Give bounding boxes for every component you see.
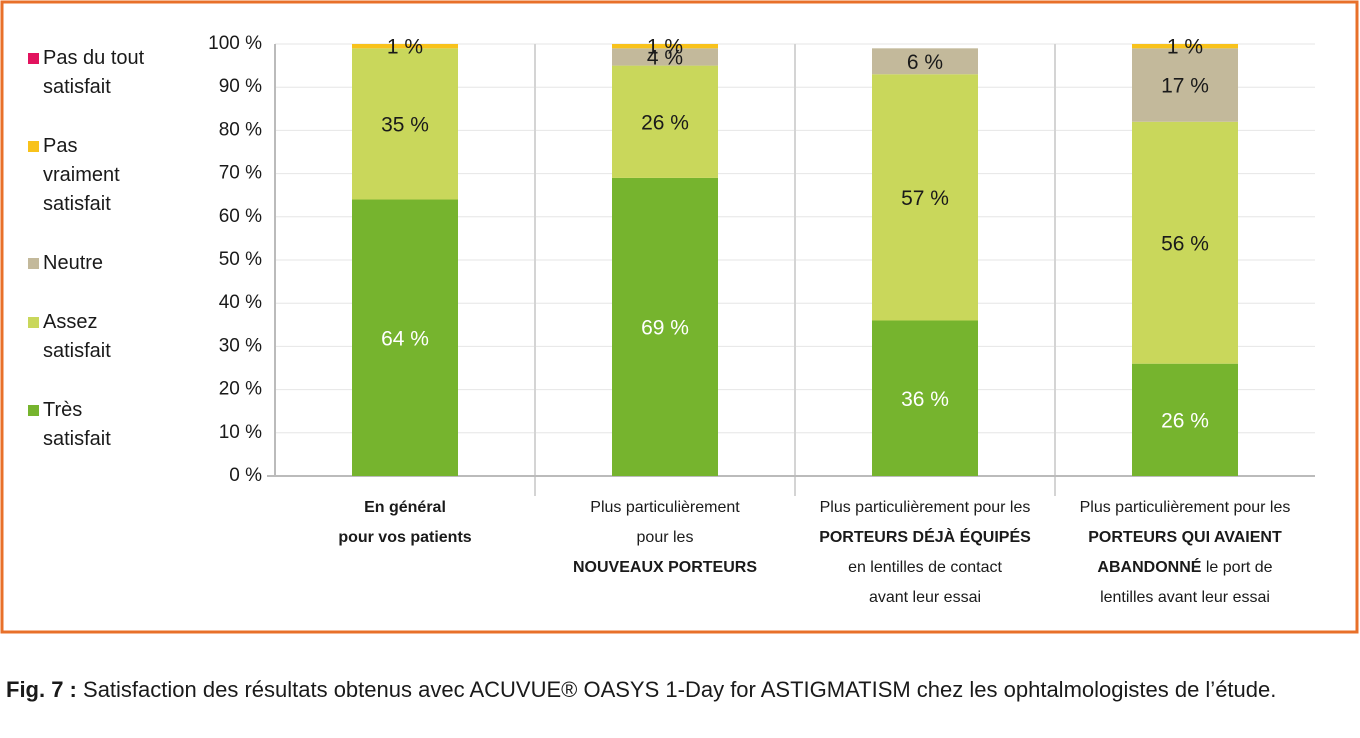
- label-run: Plus particulièrement pour les: [820, 499, 1031, 516]
- x-tick-label: PORTEURS QUI AVAIENT: [1088, 529, 1282, 546]
- bar-segment: [1132, 121, 1238, 364]
- legend-item: Assez satisfait: [28, 308, 155, 366]
- data-label: 69 %: [641, 317, 689, 340]
- data-label: 35 %: [381, 113, 429, 136]
- y-tick-label: 70 %: [219, 163, 262, 184]
- label-run: pour les: [637, 529, 694, 546]
- x-tick-label: Plus particulièrement pour les: [820, 499, 1031, 516]
- x-tick-label: pour les: [637, 529, 694, 546]
- bar-segment: [612, 44, 718, 49]
- label-run: en lentilles de contact: [848, 559, 1002, 576]
- x-tick-label: PORTEURS DÉJÀ ÉQUIPÉS: [819, 527, 1031, 546]
- legend-item: Neutre: [28, 249, 155, 278]
- data-label: 1 %: [1167, 36, 1203, 59]
- y-tick-label: 10 %: [219, 422, 262, 443]
- data-label: 17 %: [1161, 75, 1209, 98]
- legend-item: Pas vraiment satisfait: [28, 132, 155, 219]
- label-run: Plus particulièrement pour les: [1080, 499, 1291, 516]
- legend-label: Assez satisfait: [43, 311, 111, 362]
- frame: [0, 0, 1359, 634]
- bar-segment: [872, 320, 978, 476]
- x-tick-label: NOUVEAUX PORTEURS: [573, 559, 757, 576]
- caption-label: Fig. 7 :: [6, 677, 77, 702]
- y-tick-label: 60 %: [219, 206, 262, 227]
- legend-swatch: [28, 317, 39, 328]
- bar-segment: [352, 44, 458, 49]
- label-run: NOUVEAUX PORTEURS: [573, 559, 757, 576]
- data-label: 56 %: [1161, 232, 1209, 255]
- data-label: 57 %: [901, 187, 949, 210]
- legend-swatch: [28, 405, 39, 416]
- legend-swatch: [28, 53, 39, 64]
- bar-segment: [872, 48, 978, 75]
- legend-label: Pas du tout satisfait: [43, 47, 145, 98]
- y-tick-label: 80 %: [219, 119, 262, 140]
- x-tick-label: Plus particulièrement pour les: [1080, 499, 1291, 516]
- label-run: lentilles avant leur essai: [1100, 589, 1270, 606]
- legend: Pas du tout satisfait Pas vraiment satisf…: [28, 44, 155, 484]
- legend-label: Neutre: [43, 252, 104, 274]
- label-run: ABANDONNÉ: [1097, 557, 1201, 576]
- x-tick-label: pour vos patients: [338, 529, 471, 546]
- x-tick-label: ABANDONNÉ le port de: [1097, 557, 1272, 576]
- y-tick-label: 0 %: [229, 465, 262, 486]
- legend-swatch: [28, 258, 39, 269]
- bar-segment: [1132, 44, 1238, 49]
- legend-swatch: [28, 141, 39, 152]
- bar-segment: [612, 65, 718, 178]
- bar-segment: [352, 48, 458, 200]
- data-label: 36 %: [901, 388, 949, 411]
- legend-item: Très satisfait: [28, 396, 155, 454]
- data-label: 64 %: [381, 327, 429, 350]
- legend-label: Très satisfait: [43, 399, 111, 450]
- x-tick-label: lentilles avant leur essai: [1100, 589, 1270, 606]
- bar-segment: [872, 74, 978, 321]
- legend-item: Pas du tout satisfait: [28, 44, 155, 102]
- bar-segment: [612, 48, 718, 66]
- label-run: avant leur essai: [869, 589, 981, 606]
- bar-segment: [1132, 48, 1238, 122]
- x-tick-label: en lentilles de contact: [848, 559, 1002, 576]
- label-run: PORTEURS DÉJÀ ÉQUIPÉS: [819, 527, 1031, 546]
- data-label: 6 %: [907, 51, 943, 74]
- data-label: 1 %: [387, 36, 423, 59]
- x-tick-label: En général: [364, 499, 446, 516]
- bar-segment: [612, 177, 718, 477]
- y-tick-label: 50 %: [219, 249, 262, 270]
- y-tick-label: 100 %: [208, 33, 262, 54]
- caption-text: Satisfaction des résultats obtenus avec …: [83, 677, 1277, 702]
- y-tick-label: 20 %: [219, 379, 262, 400]
- legend-label: Pas vraiment satisfait: [43, 135, 120, 215]
- data-label: 4 %: [647, 47, 683, 70]
- label-run: Plus particulièrement: [590, 499, 740, 516]
- bar-segment: [1132, 363, 1238, 476]
- y-tick-label: 30 %: [219, 335, 262, 356]
- data-label: 26 %: [641, 111, 689, 134]
- label-run: En général: [364, 499, 446, 516]
- y-tick-label: 90 %: [219, 76, 262, 97]
- data-label: 26 %: [1161, 409, 1209, 432]
- label-run: PORTEURS QUI AVAIENT: [1088, 529, 1282, 546]
- x-tick-label: avant leur essai: [869, 589, 981, 606]
- bar-segment: [352, 199, 458, 476]
- label-run: le port de: [1201, 559, 1272, 576]
- caption: Fig. 7 : Satisfaction des résultats obte…: [6, 674, 1356, 705]
- y-tick-label: 40 %: [219, 292, 262, 313]
- chart: 0 % 10 % 20 % 30 % 40 % 50 % 60 % 70 % 80 % 90 % 1…: [0, 0, 1359, 634]
- x-tick-label: Plus particulièrement: [590, 499, 740, 516]
- label-run: pour vos patients: [338, 529, 471, 546]
- data-label: 1 %: [647, 36, 683, 59]
